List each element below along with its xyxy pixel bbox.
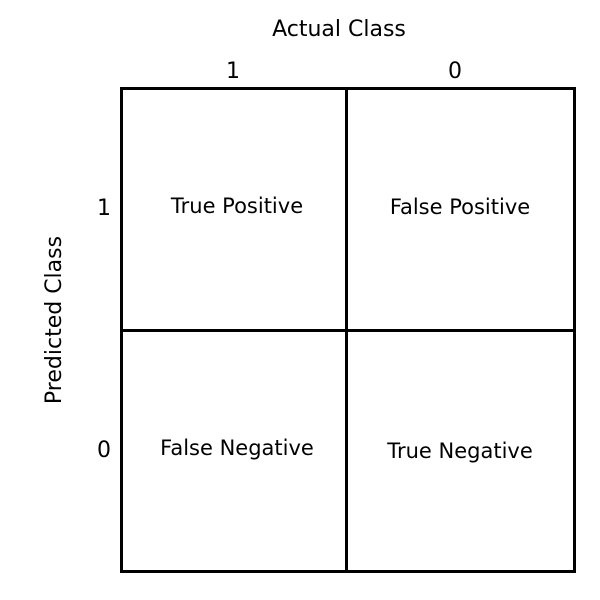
row-label-1: 1 (97, 196, 111, 221)
confusion-matrix-grid: True Positive False Positive False Negat… (120, 87, 576, 573)
actual-class-title: Actual Class (272, 17, 406, 42)
cell-false-positive: False Positive (389, 195, 531, 219)
horizontal-divider (123, 329, 573, 332)
cell-false-negative: False Negative (160, 436, 314, 460)
column-label-0: 0 (448, 59, 462, 84)
predicted-class-title: Predicted Class (42, 235, 67, 405)
cell-true-negative: True Negative (387, 439, 533, 463)
cell-true-positive: True Positive (170, 194, 304, 218)
row-label-0: 0 (97, 438, 111, 463)
column-label-1: 1 (226, 59, 240, 84)
